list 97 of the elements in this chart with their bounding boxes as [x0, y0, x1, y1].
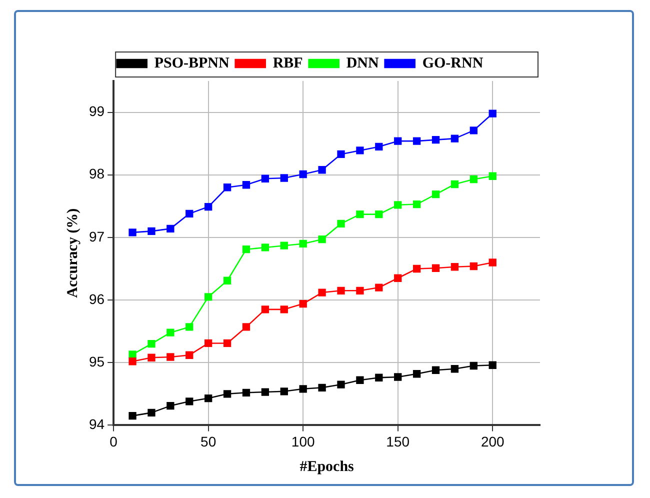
y-tick-label: 96 — [88, 290, 105, 307]
point — [337, 380, 345, 388]
point — [242, 323, 250, 331]
point — [186, 398, 194, 406]
x-tick-label: 50 — [200, 433, 216, 450]
x-tick-label: 100 — [291, 433, 315, 450]
point — [450, 134, 459, 142]
point — [488, 172, 496, 180]
point — [148, 408, 156, 417]
point — [223, 184, 232, 192]
point — [280, 306, 288, 314]
legend-label: RBF — [272, 55, 303, 72]
point — [450, 180, 459, 188]
point — [242, 181, 250, 189]
legend-label: GO-RNN — [422, 55, 484, 72]
y-tick-label: 94 — [88, 416, 105, 432]
point — [166, 328, 174, 336]
point — [242, 388, 250, 396]
x-axis-title: #Epochs — [300, 458, 354, 475]
point — [318, 384, 326, 392]
point — [470, 262, 478, 270]
point — [450, 365, 459, 373]
point — [375, 284, 383, 292]
point — [432, 264, 440, 272]
point — [166, 402, 174, 410]
point — [488, 258, 496, 266]
point — [488, 361, 496, 369]
point — [356, 210, 364, 218]
point — [432, 136, 440, 144]
y-axis-title: Accuracy (%) — [64, 208, 81, 298]
point — [394, 274, 402, 282]
point — [128, 358, 136, 366]
point — [280, 388, 288, 396]
point — [412, 137, 421, 145]
point — [261, 306, 270, 314]
point — [299, 170, 307, 178]
point — [337, 220, 345, 228]
point — [223, 390, 232, 398]
point — [166, 353, 174, 361]
point — [450, 263, 459, 271]
point — [394, 373, 402, 381]
point — [412, 200, 421, 208]
point — [375, 374, 383, 382]
point — [223, 276, 232, 284]
point — [204, 394, 212, 402]
point — [242, 246, 250, 254]
point — [186, 210, 194, 218]
point — [148, 227, 156, 236]
point — [375, 142, 383, 151]
point — [356, 286, 364, 294]
point — [261, 174, 270, 182]
point — [432, 190, 440, 198]
point — [470, 362, 478, 370]
y-tick-label: 98 — [88, 166, 105, 182]
point — [148, 354, 156, 362]
point — [412, 264, 421, 273]
point — [280, 174, 288, 182]
point — [299, 300, 307, 308]
y-tick-label: 99 — [88, 103, 105, 120]
point — [337, 286, 345, 294]
legend-label: PSO-BPNN — [154, 55, 230, 72]
point — [223, 339, 232, 348]
y-tick-label: 97 — [88, 228, 105, 244]
point — [432, 366, 440, 374]
legend-label: DNN — [346, 55, 379, 72]
point — [261, 388, 270, 396]
point — [470, 175, 478, 184]
point — [356, 146, 364, 154]
x-tick-label: 150 — [386, 433, 410, 450]
point — [299, 385, 307, 393]
point — [488, 110, 496, 118]
x-tick-label: 0 — [110, 433, 118, 450]
point — [337, 150, 345, 158]
point — [128, 228, 136, 236]
point — [470, 126, 478, 134]
point — [186, 351, 194, 359]
point — [356, 376, 364, 384]
point — [128, 350, 136, 358]
point — [280, 242, 288, 250]
point — [261, 244, 270, 252]
y-tick-label: 95 — [88, 353, 105, 370]
point — [318, 236, 326, 244]
x-tick-label: 200 — [480, 433, 505, 450]
point — [412, 370, 421, 378]
point — [166, 224, 174, 233]
point — [394, 201, 402, 209]
point — [299, 240, 307, 248]
point — [148, 340, 156, 348]
point — [186, 323, 194, 331]
point — [204, 202, 212, 211]
point — [375, 210, 383, 218]
point — [204, 339, 212, 348]
point — [394, 137, 402, 145]
point — [204, 293, 212, 301]
point — [318, 288, 326, 296]
point — [128, 412, 136, 420]
point — [318, 166, 326, 174]
